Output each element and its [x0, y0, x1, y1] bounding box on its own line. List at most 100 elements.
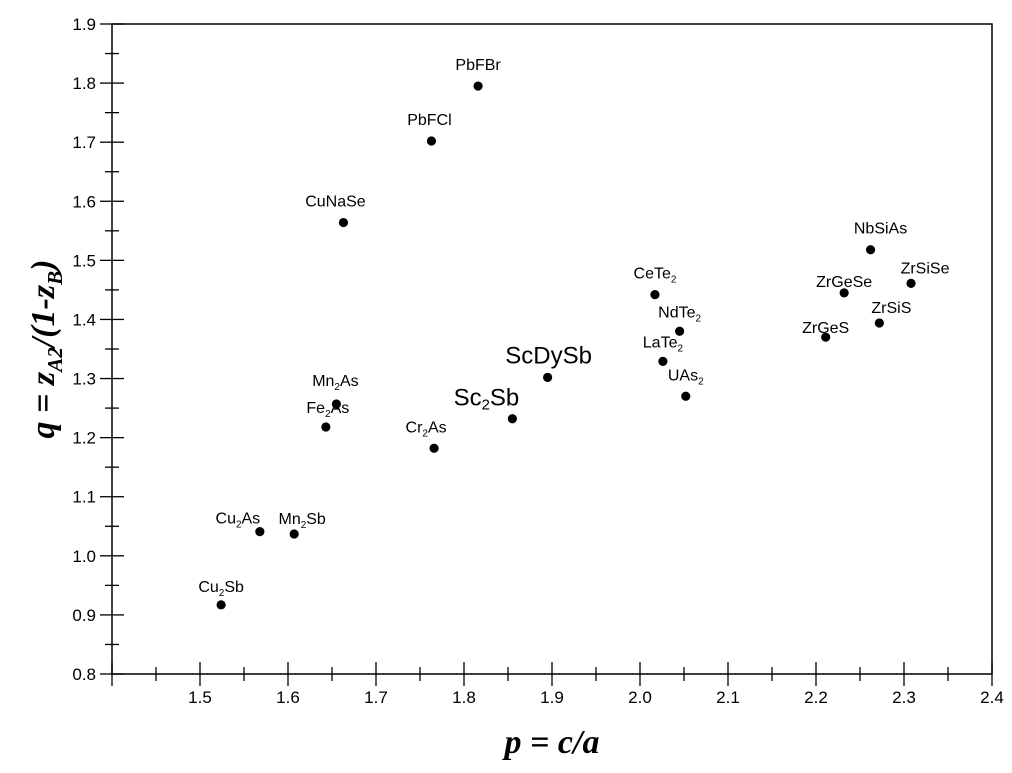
data-point [658, 356, 668, 367]
point-label: Fe2As [306, 400, 349, 420]
label-subscript: 2 [677, 343, 683, 354]
y-tick-label: 1.9 [72, 15, 96, 34]
data-point [426, 136, 437, 146]
data-point [507, 414, 517, 424]
point-label: UAs2 [668, 367, 704, 387]
point-label: ZrGeSe [816, 274, 872, 291]
point-label: PbFCl [407, 112, 451, 129]
x-tick-label: 2.2 [804, 688, 828, 707]
data-point [874, 318, 884, 328]
data-point [331, 399, 341, 409]
x-tick-label: 1.7 [364, 688, 388, 707]
data-point [429, 443, 439, 453]
label-text: Mn [312, 373, 334, 390]
y-tick-label: 1.6 [72, 192, 96, 211]
label-text: ZrSiSe [901, 260, 950, 277]
x-tick-label: 1.9 [540, 688, 564, 707]
point-label: ZrGeS [802, 320, 849, 337]
point-label: CeTe2 [634, 266, 677, 286]
label-subscript: 2 [482, 398, 490, 414]
label-text: As [340, 373, 359, 390]
label-subscript: 2 [698, 376, 704, 387]
point-label: Cu2As [216, 511, 261, 531]
label-subscript: 2 [301, 520, 307, 531]
axis-ticks: 1.5 1.6 1.7 1.8 1.9 2.0 2.1 2.2 2.3 2.4 0.8 0.9 1.0 1… [72, 15, 1003, 707]
label-text: NbSiAs [854, 221, 907, 238]
y-tick-label: 0.9 [72, 606, 96, 625]
point-label: NdTe2 [658, 304, 701, 324]
label-text: Mn [278, 511, 300, 528]
data-point [289, 529, 299, 539]
label-text: PbFBr [455, 57, 501, 74]
label-subscript: 2 [671, 275, 677, 286]
point-label: CuNaSe [305, 194, 366, 211]
point-label: Cu2Sb [198, 579, 244, 599]
y-tick-label: 1.0 [72, 547, 96, 566]
data-points [216, 81, 916, 610]
data-point [821, 332, 831, 342]
data-point [321, 422, 331, 432]
y-tick-label: 1.5 [72, 251, 96, 270]
y-tick-label: 1.2 [72, 429, 96, 448]
label-text: NdTe [658, 304, 695, 321]
x-tick-label: 1.5 [188, 688, 212, 707]
label-text: As [241, 511, 260, 528]
label-subscript: 2 [219, 588, 225, 599]
data-point [906, 278, 916, 289]
x-tick-label: 2.4 [980, 688, 1004, 707]
label-subscript: 2 [325, 409, 331, 420]
label-text: As [331, 400, 350, 417]
label-text: Sb [490, 385, 519, 412]
label-text: ZrSiS [871, 300, 911, 317]
y-tick-label: 1.4 [72, 310, 96, 329]
data-point [338, 217, 349, 228]
point-label: LaTe2 [643, 334, 684, 354]
point-label: ZrSiSe [901, 260, 950, 277]
data-point [675, 326, 685, 336]
data-point [839, 288, 849, 298]
label-text: ScDySb [505, 342, 592, 369]
label-text: CuNaSe [305, 194, 366, 211]
data-point [650, 290, 660, 300]
point-label: Mn2As [312, 373, 358, 393]
y-tick-label: 1.3 [72, 370, 96, 389]
y-axis-title: q = zA2/(1-zB) [25, 260, 67, 439]
label-text: As [428, 419, 447, 436]
x-tick-label: 2.1 [716, 688, 740, 707]
data-point [473, 81, 483, 91]
label-text: PbFCl [407, 112, 451, 129]
x-tick-label: 2.0 [628, 688, 652, 707]
label-text: LaTe [643, 334, 678, 351]
label-text: ZrGeS [802, 320, 849, 337]
x-tick-label: 1.6 [276, 688, 300, 707]
label-text: Fe [306, 400, 325, 417]
label-text: Sc [454, 385, 482, 412]
label-subscript: 2 [422, 428, 428, 439]
x-tick-label: 2.3 [892, 688, 916, 707]
label-text: ZrGeSe [816, 274, 872, 291]
x-axis-title: p = c/a [502, 724, 600, 761]
y-tick-label: 1.1 [72, 488, 96, 507]
label-subscript: 2 [236, 520, 242, 531]
point-label: Cr2As [406, 419, 447, 439]
data-point [255, 526, 265, 537]
label-text: Cu [216, 511, 236, 528]
label-text: Sb [306, 511, 326, 528]
label-text: UAs [668, 367, 698, 384]
data-point [681, 391, 691, 401]
label-text: Sb [224, 579, 244, 596]
label-subscript: 2 [334, 382, 340, 393]
label-subscript: 2 [696, 313, 702, 324]
point-labels: PbFBrPbFClCuNaSeMn2AsFe2AsCr2AsScDySbSc2… [198, 57, 949, 599]
data-point [865, 245, 876, 255]
point-label: Sc2Sb [454, 385, 520, 414]
point-label: ScDySb [505, 342, 592, 369]
point-label: NbSiAs [854, 221, 907, 238]
y-tick-label: 0.8 [72, 665, 96, 684]
y-tick-label: 1.8 [72, 74, 96, 93]
label-text: Cu [198, 579, 218, 596]
point-label: PbFBr [455, 57, 501, 74]
data-point [216, 600, 226, 610]
y-tick-label: 1.7 [72, 133, 96, 152]
